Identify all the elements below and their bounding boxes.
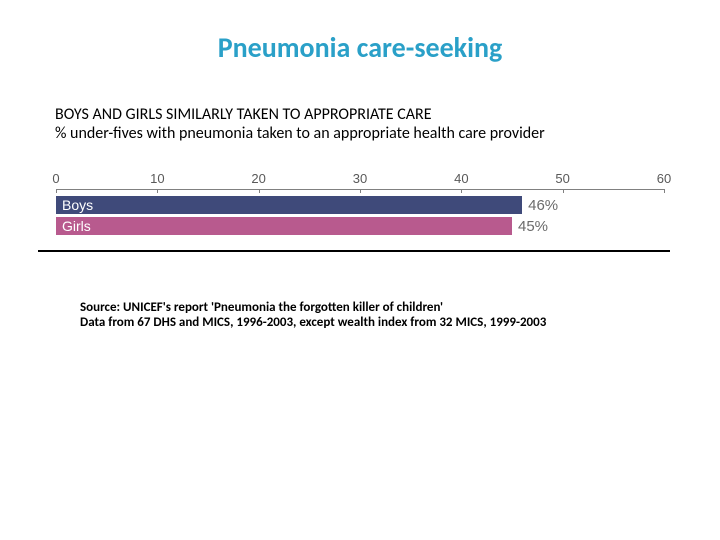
chart-bottom-rule xyxy=(38,250,670,252)
bar-chart: 0 10 20 30 40 50 60 Boys 46% Girls 45% xyxy=(38,171,670,242)
slide-title: Pneumonia care-seeking xyxy=(30,30,690,65)
bar-row: Boys 46% xyxy=(56,196,664,214)
x-axis-tick: 40 xyxy=(454,171,468,186)
bar-row: Girls 45% xyxy=(56,217,664,235)
heading-line-2: % under-fives with pneumonia taken to an… xyxy=(55,124,670,143)
bar-fill: Boys xyxy=(56,196,522,214)
x-axis-tick: 30 xyxy=(353,171,367,186)
x-axis-tick: 20 xyxy=(251,171,265,186)
bar-series-label: Boys xyxy=(56,197,93,213)
x-axis-tick-mark xyxy=(664,189,665,193)
x-axis-tick: 60 xyxy=(657,171,671,186)
heading-line-1: BOYS AND GIRLS SIMILARLY TAKEN TO APPROP… xyxy=(55,105,670,124)
slide-container: Pneumonia care-seeking BOYS AND GIRLS SI… xyxy=(0,0,720,360)
x-axis-tick: 0 xyxy=(52,171,59,186)
x-axis-tick: 10 xyxy=(150,171,164,186)
source-line-2: Data from 67 DHS and MICS, 1996-2003, ex… xyxy=(80,315,690,330)
x-axis-tick: 50 xyxy=(555,171,569,186)
source-line-1: Source: UNICEF's report 'Pneumonia the f… xyxy=(80,300,690,315)
source-citation: Source: UNICEF's report 'Pneumonia the f… xyxy=(80,300,690,330)
x-axis-labels: 0102030405060 xyxy=(56,171,664,189)
bar-value-label: 46% xyxy=(528,197,558,214)
bars-region: Boys 46% Girls 45% xyxy=(56,190,664,242)
bar-series-label: Girls xyxy=(56,218,91,234)
bar-value-label: 45% xyxy=(518,218,548,235)
chart-heading: BOYS AND GIRLS SIMILARLY TAKEN TO APPROP… xyxy=(55,105,670,143)
bar-fill: Girls xyxy=(56,217,512,235)
